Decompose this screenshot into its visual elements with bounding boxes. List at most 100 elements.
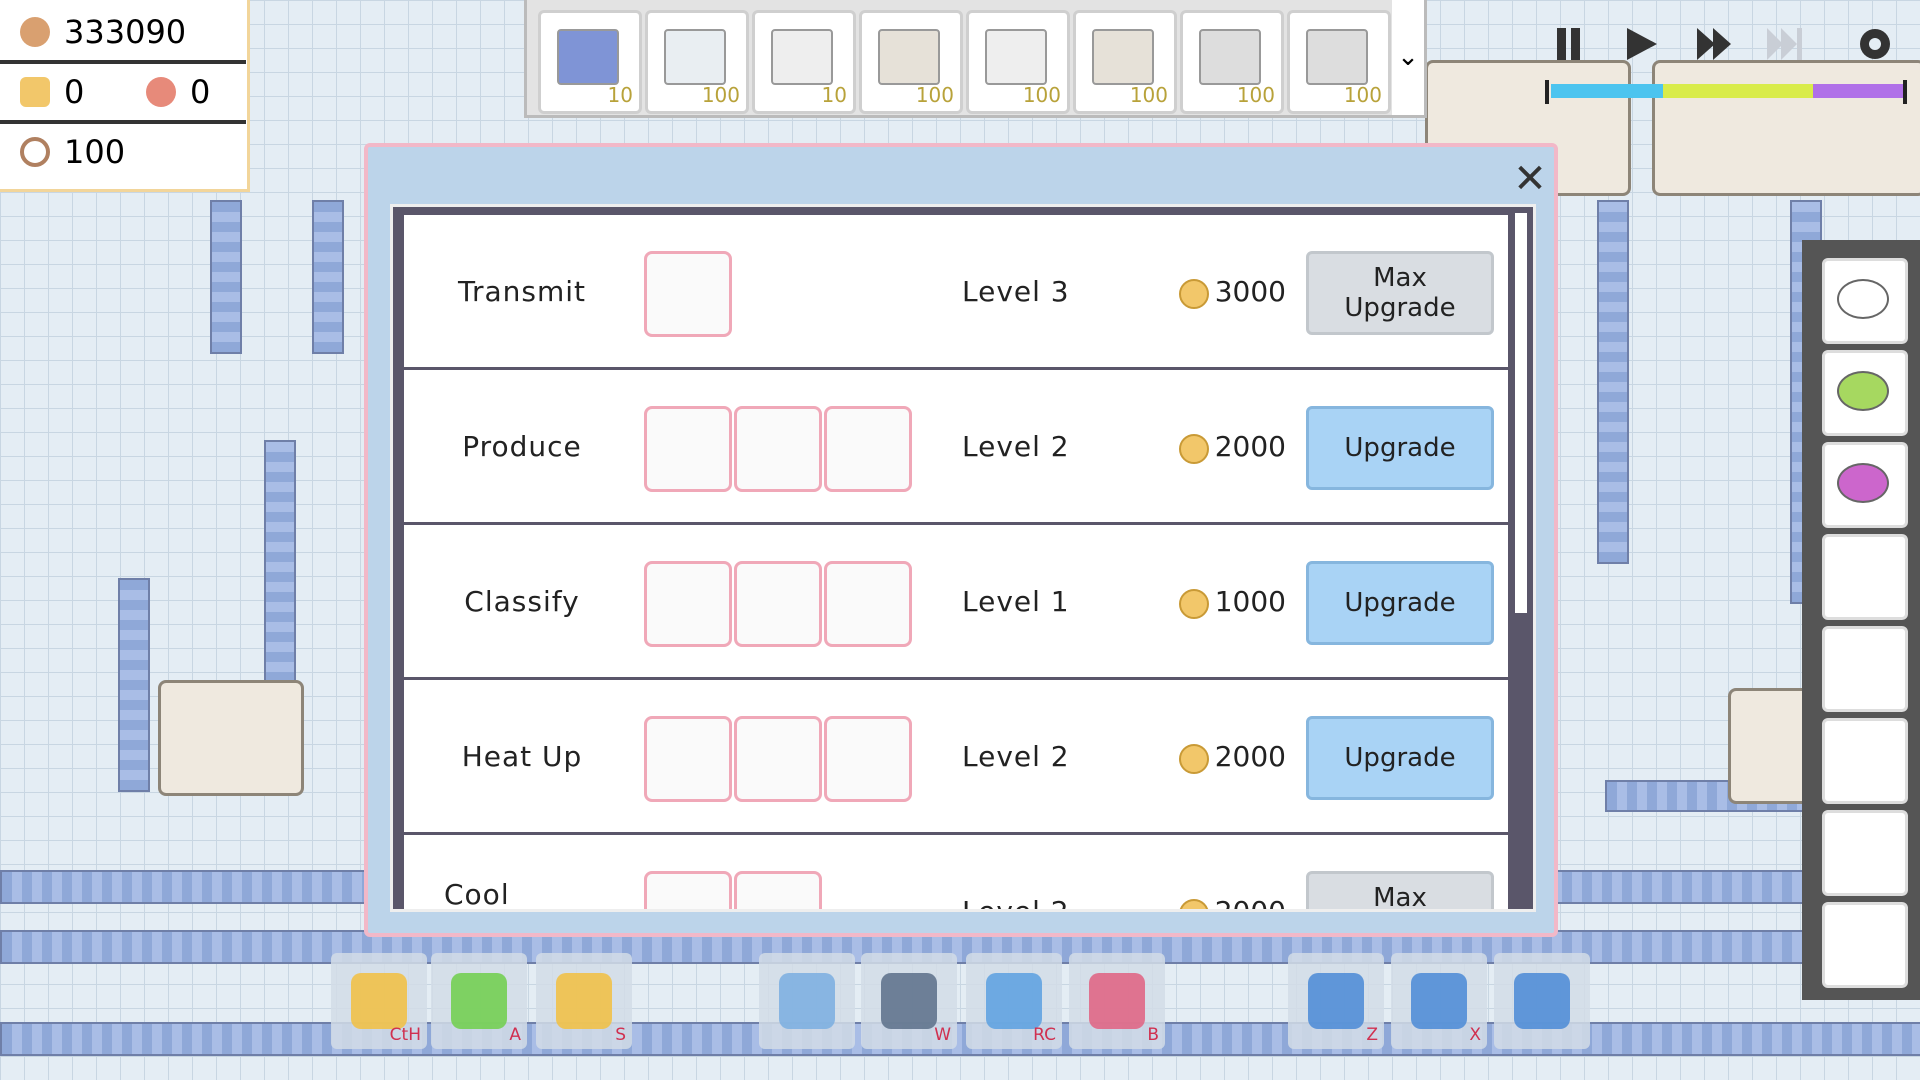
- inventory-slot[interactable]: [1822, 810, 1908, 896]
- item-count: 10: [821, 83, 847, 107]
- conveyor: [264, 440, 296, 684]
- time-row: 100: [0, 124, 246, 180]
- conveyor: [1597, 200, 1629, 564]
- coin-icon: [1179, 279, 1209, 309]
- tool-icon: [1411, 973, 1467, 1029]
- machine-icon: [644, 871, 732, 909]
- tool-button[interactable]: CtH: [331, 953, 427, 1049]
- upgrade-button[interactable]: Upgrade: [1306, 406, 1494, 490]
- item-icon: [1837, 371, 1889, 411]
- tool-icon: [779, 973, 835, 1029]
- coin-icon: [1179, 589, 1209, 619]
- category-name: Cool Down: [444, 878, 510, 911]
- speed-controls: [1545, 28, 1907, 104]
- item-count: 100: [1022, 83, 1061, 107]
- hotkey: Z: [1366, 1025, 1378, 1045]
- upgrade-row: Classify Level 1 1000 Upgrade: [404, 525, 1508, 682]
- machine: [1652, 60, 1920, 196]
- inventory-slot[interactable]: [1822, 902, 1908, 988]
- machine-icon: [644, 561, 732, 647]
- machine: [158, 680, 304, 796]
- item-bar: ⌄ 10 100 10 100 100 100 100 100: [524, 0, 1427, 118]
- stars: 0: [64, 73, 85, 111]
- level: Level 3: [962, 274, 1070, 308]
- inventory-slot[interactable]: [1822, 350, 1908, 436]
- upgrade-row: Cool Down Level 2 2000 Max Upgrade: [404, 835, 1508, 912]
- upgrade-button[interactable]: Upgrade: [1306, 561, 1494, 645]
- machine-icon: [824, 406, 912, 492]
- machine-icon: [824, 716, 912, 802]
- upgrade-row: Transmit Level 3 3000 Max Upgrade: [404, 215, 1508, 372]
- hotkey: CtH: [389, 1025, 421, 1045]
- upgrade-button[interactable]: Upgrade: [1306, 716, 1494, 800]
- item-count: 100: [1236, 83, 1275, 107]
- hotkey: A: [509, 1025, 521, 1045]
- tool-button[interactable]: [1494, 953, 1590, 1049]
- scrollbar: [1515, 213, 1527, 613]
- inventory-slot[interactable]: [1822, 258, 1908, 344]
- tool-button[interactable]: B: [1069, 953, 1165, 1049]
- tool-button[interactable]: W: [861, 953, 957, 1049]
- item-icon: [1837, 279, 1889, 319]
- inventory-slot[interactable]: [1822, 534, 1908, 620]
- machine-icon: [824, 561, 912, 647]
- stars-row: 0 0: [0, 64, 246, 124]
- star-icon: [20, 77, 50, 107]
- tool-icon: [556, 973, 612, 1029]
- item-count: 100: [1129, 83, 1168, 107]
- conveyor: [210, 200, 242, 354]
- inventory-slot[interactable]: [1822, 718, 1908, 804]
- item-slot[interactable]: 10: [752, 10, 856, 114]
- tool-button[interactable]: X: [1391, 953, 1487, 1049]
- item-slot[interactable]: 100: [645, 10, 749, 114]
- item-slot[interactable]: 100: [859, 10, 963, 114]
- item-icon: [771, 29, 833, 85]
- tool-icon: [986, 973, 1042, 1029]
- tool-button[interactable]: A: [431, 953, 527, 1049]
- expand-button[interactable]: ⌄: [1392, 0, 1424, 115]
- level: Level 2: [962, 429, 1070, 463]
- item-count: 100: [1343, 83, 1382, 107]
- tool-icon: [451, 973, 507, 1029]
- hotkey: S: [615, 1025, 626, 1045]
- item-icon: [985, 29, 1047, 85]
- play-button[interactable]: [1627, 28, 1657, 60]
- resource-panel: 333090 0 0 100: [0, 0, 250, 192]
- item-slot[interactable]: 100: [1073, 10, 1177, 114]
- hotkey: B: [1147, 1025, 1159, 1045]
- level: Level 2: [962, 739, 1070, 773]
- tool-icon: [1514, 973, 1570, 1029]
- close-button[interactable]: ✕: [1513, 156, 1547, 202]
- cost: 3000: [1214, 274, 1286, 308]
- upgrade-row: Heat Up Level 2 2000 Upgrade: [404, 680, 1508, 837]
- inventory-slot[interactable]: [1822, 442, 1908, 528]
- coin-icon: [1179, 744, 1209, 774]
- item-slot[interactable]: 100: [1287, 10, 1391, 114]
- pause-button[interactable]: [1571, 28, 1580, 60]
- item-slot[interactable]: 100: [966, 10, 1070, 114]
- item-slot[interactable]: 10: [538, 10, 642, 114]
- coin-icon: [1179, 434, 1209, 464]
- tool-button[interactable]: S: [536, 953, 632, 1049]
- tool-icon: [881, 973, 937, 1029]
- machine-icon: [734, 561, 822, 647]
- item-icon: [1092, 29, 1154, 85]
- item-icon: [1199, 29, 1261, 85]
- inventory-slot[interactable]: [1822, 626, 1908, 712]
- fast-button[interactable]: [1697, 28, 1715, 60]
- conveyor: [312, 200, 344, 354]
- upgrade-list: Transmit Level 3 3000 Max Upgrade Produce Lev…: [390, 204, 1536, 912]
- cost: 1000: [1214, 584, 1286, 618]
- fast-button[interactable]: [1713, 28, 1731, 60]
- tool-button[interactable]: Z: [1288, 953, 1384, 1049]
- tool-icon: [1089, 973, 1145, 1029]
- upgrade-row: Produce Level 2 2000 Upgrade: [404, 370, 1508, 527]
- tool-button[interactable]: RC: [966, 953, 1062, 1049]
- item-slot[interactable]: 100: [1180, 10, 1284, 114]
- machine-icon: [734, 716, 822, 802]
- tool-button[interactable]: [759, 953, 855, 1049]
- pause-button[interactable]: [1557, 28, 1566, 60]
- money: 333090: [64, 13, 187, 51]
- level: Level 2: [962, 894, 1070, 912]
